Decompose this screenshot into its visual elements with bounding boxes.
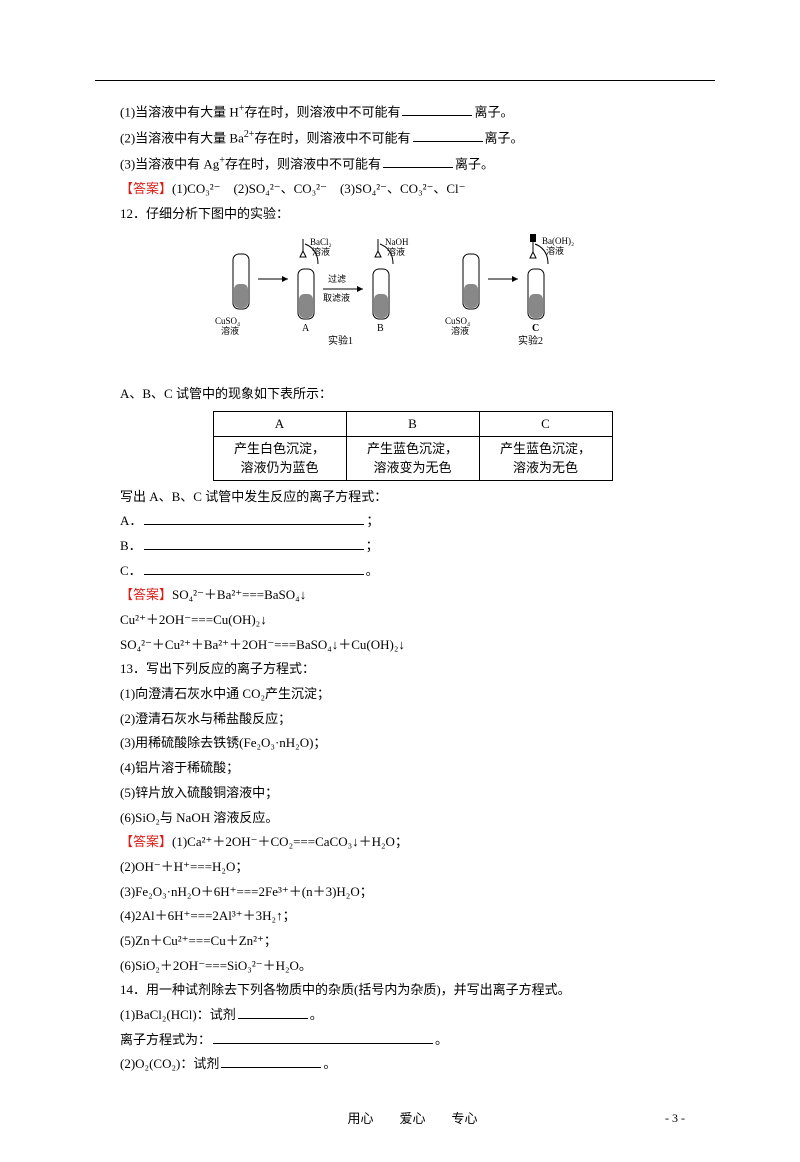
q13-ans1: 【答案】(1)Ca²⁺＋2OH⁻＋CO₂===CaCO₃↓＋H₂O； (120, 830, 705, 855)
svg-text:BaCl₂: BaCl₂ (310, 237, 332, 247)
q14-title: 14．用一种试剂除去下列各物质中的杂质(括号内为杂质)，并写出离子方程式。 (120, 978, 705, 1003)
q14-1eq: 离子方程式为：。 (120, 1028, 705, 1053)
q13-5: (5)锌片放入硫酸铜溶液中； (120, 781, 705, 806)
svg-text:溶液: 溶液 (221, 325, 239, 336)
svg-text:C: C (532, 323, 539, 334)
q12-title: 12．仔细分析下图中的实验： (120, 202, 705, 227)
q11-line2: (2)当溶液中有大量 Ba2+存在时，则溶液中不可能有离子。 (120, 125, 705, 151)
top-rule (95, 80, 715, 81)
svg-text:实验1: 实验1 (328, 334, 353, 347)
q12-c: C．。 (120, 559, 705, 584)
q13-ans3: (3)Fe₂O₃·nH₂O＋6H⁺===2Fe³⁺＋(n＋3)H₂O； (120, 880, 705, 905)
q12-table-intro: A、B、C 试管中的现象如下表所示： (120, 382, 705, 407)
svg-text:溶液: 溶液 (387, 246, 405, 257)
q12-write: 写出 A、B、C 试管中发生反应的离子方程式： (120, 485, 705, 510)
svg-text:Ba(OH)₂: Ba(OH)₂ (542, 236, 574, 246)
svg-text:过滤: 过滤 (328, 273, 346, 284)
svg-text:A: A (302, 323, 310, 334)
svg-text:NaOH: NaOH (385, 237, 409, 247)
q12-b: B．； (120, 534, 705, 559)
svg-text:B: B (377, 323, 384, 334)
svg-text:取滤液: 取滤液 (323, 292, 350, 303)
q12-ans2: Cu²⁺＋2OH⁻===Cu(OH)₂↓ (120, 608, 705, 633)
page-footer: 用心 爱心 专心 - 3 - (120, 1107, 705, 1132)
q14-2: (2)O₂(CO₂)：试剂。 (120, 1052, 705, 1077)
q12-diagram: CuSO₄ 溶液 BaCl₂ 溶液 A 过滤 取滤液 (120, 234, 705, 374)
footer-motto: 用心 爱心 专心 (347, 1111, 477, 1126)
q13-2: (2)澄清石灰水与稀盐酸反应； (120, 707, 705, 732)
q13-ans5: (5)Zn＋Cu²⁺===Cu＋Zn²⁺； (120, 929, 705, 954)
page-content: (1)当溶液中有大量 H+存在时，则溶液中不可能有离子。 (2)当溶液中有大量 … (0, 0, 800, 1162)
q11-answer: 【答案】(1)CO₃²⁻ (2)SO₄²⁻、CO₃²⁻ (3)SO₄²⁻、CO₃… (120, 177, 705, 202)
svg-text:CuSO₄: CuSO₄ (445, 316, 470, 326)
q12-a: A．； (120, 509, 705, 534)
q14-1: (1)BaCl₂(HCl)：试剂。 (120, 1003, 705, 1028)
q11-line1: (1)当溶液中有大量 H+存在时，则溶液中不可能有离子。 (120, 99, 705, 125)
svg-text:实验2: 实验2 (518, 334, 543, 347)
q12-ans1: 【答案】SO₄²⁻＋Ba²⁺===BaSO₄↓ (120, 583, 705, 608)
svg-text:溶液: 溶液 (451, 325, 469, 336)
page-number: - 3 - (665, 1107, 685, 1130)
q13-ans2: (2)OH⁻＋H⁺===H₂O； (120, 855, 705, 880)
q13-ans4: (4)2Al＋6H⁺===2Al³⁺＋3H₂↑； (120, 904, 705, 929)
q13-3: (3)用稀硫酸除去铁锈(Fe₂O₃·nH₂O)； (120, 731, 705, 756)
svg-text:溶液: 溶液 (546, 245, 564, 256)
q13-title: 13．写出下列反应的离子方程式： (120, 657, 705, 682)
q13-ans6: (6)SiO₂＋2OH⁻===SiO₃²⁻＋H₂O。 (120, 954, 705, 979)
svg-text:CuSO₄: CuSO₄ (215, 316, 240, 326)
q12-table: A B C 产生白色沉淀，溶液仍为蓝色 产生蓝色沉淀，溶液变为无色 产生蓝色沉淀… (213, 411, 613, 481)
q11-line3: (3)当溶液中有 Ag+存在时，则溶液中不可能有离子。 (120, 151, 705, 177)
svg-text:溶液: 溶液 (312, 246, 330, 257)
q13-1: (1)向澄清石灰水中通 CO₂产生沉淀； (120, 682, 705, 707)
q13-4: (4)铝片溶于稀硫酸； (120, 756, 705, 781)
q12-ans3: SO₄²⁻＋Cu²⁺＋Ba²⁺＋2OH⁻===BaSO₄↓＋Cu(OH)₂↓ (120, 633, 705, 658)
q13-6: (6)SiO₂与 NaOH 溶液反应。 (120, 806, 705, 831)
